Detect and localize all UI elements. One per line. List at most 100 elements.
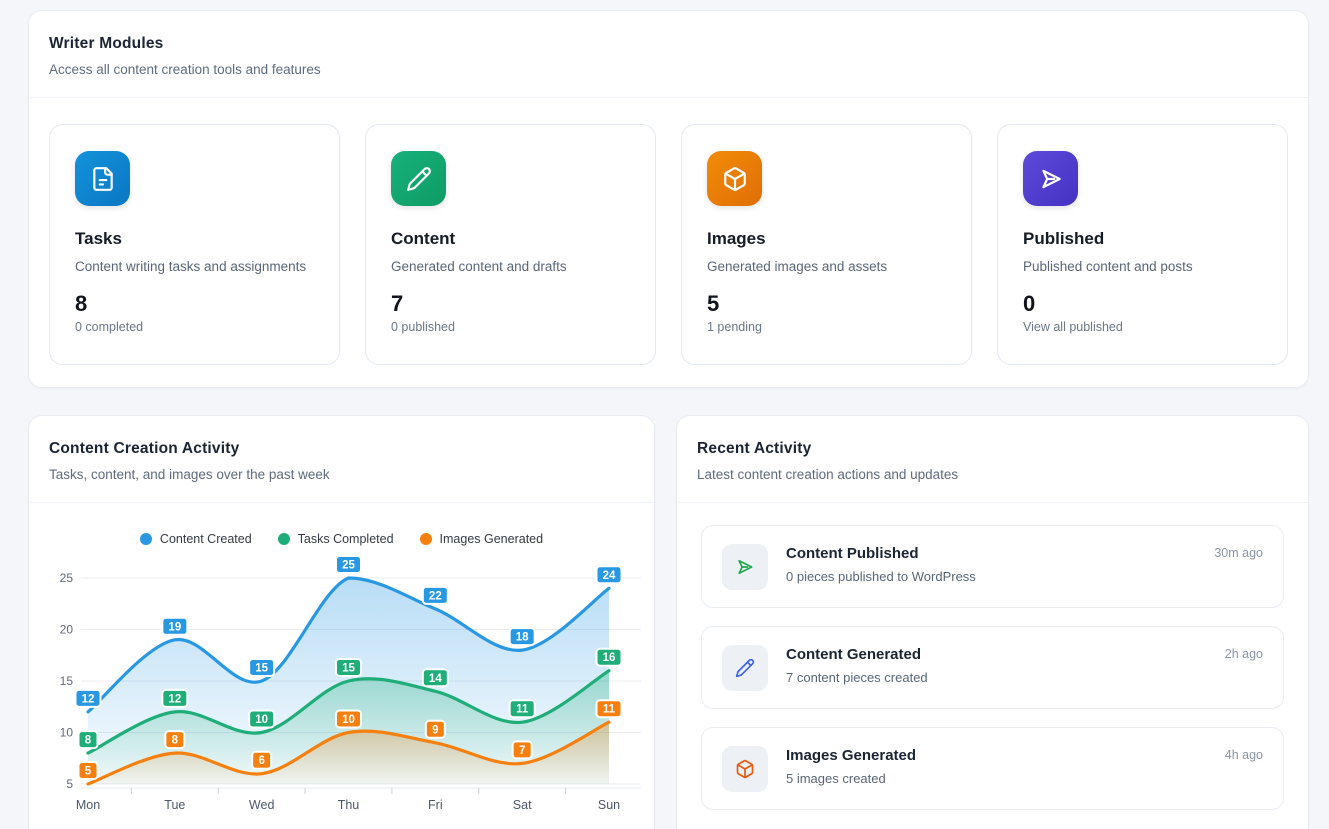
svg-text:9: 9 (432, 724, 438, 736)
svg-text:11: 11 (603, 704, 616, 716)
svg-text:15: 15 (342, 663, 355, 675)
svg-text:7: 7 (519, 745, 525, 757)
svg-text:10: 10 (255, 714, 268, 726)
svg-text:Tue: Tue (164, 798, 185, 812)
activity-description: 0 pieces published to WordPress (786, 569, 976, 584)
module-card-images[interactable]: Images Generated images and assets 5 1 p… (681, 124, 972, 365)
pencil-icon (722, 645, 768, 691)
module-title: Tasks (75, 229, 122, 248)
legend-dot (139, 533, 152, 545)
svg-text:15: 15 (255, 663, 268, 675)
section-subtitle: Tasks, content, and images over the past… (49, 467, 330, 482)
legend-label: Tasks Completed (297, 532, 394, 546)
activity-item-content-generated[interactable]: Content Generated 7 content pieces creat… (701, 626, 1284, 709)
legend-item[interactable]: Tasks Completed (277, 532, 394, 546)
module-title: Images (707, 229, 766, 248)
svg-text:14: 14 (429, 673, 442, 685)
svg-text:25: 25 (342, 560, 355, 572)
file-text-icon (75, 151, 130, 206)
module-description: Published content and posts (1023, 259, 1193, 274)
activity-body: Content Published 0 pieces published to … (786, 543, 1196, 584)
section-title: Recent Activity (697, 440, 812, 457)
module-title: Published (1023, 229, 1105, 248)
svg-text:Sun: Sun (598, 798, 620, 812)
svg-text:6: 6 (258, 755, 264, 767)
activity-title: Images Generated (786, 747, 917, 764)
svg-text:24: 24 (603, 570, 616, 582)
svg-text:11: 11 (516, 704, 529, 716)
activity-title: Content Generated (786, 646, 922, 663)
recent-activity-header: Recent Activity Latest content creation … (677, 416, 1308, 503)
recent-activity-card: Recent Activity Latest content creation … (676, 415, 1309, 829)
legend-item[interactable]: Content Created (139, 532, 252, 546)
module-sub-label: 0 completed (75, 320, 144, 334)
cube-icon (707, 151, 762, 206)
module-count: 7 (391, 291, 404, 316)
activity-timestamp: 2h ago (1224, 647, 1263, 661)
svg-text:5: 5 (85, 766, 92, 778)
section-title: Writer Modules (49, 35, 164, 52)
svg-text:16: 16 (603, 652, 616, 664)
section-subtitle: Latest content creation actions and upda… (697, 467, 959, 482)
svg-text:Sat: Sat (513, 798, 532, 812)
module-card-content[interactable]: Content Generated content and drafts 7 0… (365, 124, 656, 365)
section-title: Content Creation Activity (49, 440, 240, 457)
svg-text:Mon: Mon (76, 798, 100, 812)
svg-text:15: 15 (60, 674, 74, 688)
module-count: 5 (707, 291, 720, 316)
legend-label: Images Generated (439, 532, 544, 546)
activity-body: Images Generated 5 images created (786, 745, 1207, 786)
activity-line-chart: 5 10 15 20 25 Mon Tue Wed Thu Fri Sat Sun 12 19 15 25 22… (60, 555, 641, 812)
module-count: 8 (75, 291, 88, 316)
svg-text:Thu: Thu (338, 798, 360, 812)
svg-text:22: 22 (429, 590, 442, 602)
svg-text:5: 5 (66, 777, 73, 791)
module-sub-label: View all published (1023, 320, 1123, 334)
activity-timestamp: 30m ago (1214, 546, 1263, 560)
module-sub-label: 0 published (391, 320, 455, 334)
module-description: Content writing tasks and assignments (75, 259, 307, 274)
writer-modules-header: Writer Modules Access all content creati… (29, 11, 1308, 98)
svg-text:8: 8 (172, 735, 179, 747)
module-title: Content (391, 229, 456, 248)
module-sub-label: 1 pending (707, 320, 762, 334)
chart-card-header: Content Creation Activity Tasks, content… (29, 416, 654, 503)
module-description: Generated content and drafts (391, 259, 567, 274)
writer-modules-card: Writer Modules Access all content creati… (28, 10, 1309, 388)
pencil-icon (391, 151, 446, 206)
chart-legend: Content Created Tasks Completed Images Gen… (29, 532, 654, 546)
activity-item-content-published[interactable]: Content Published 0 pieces published to … (701, 525, 1284, 608)
svg-text:25: 25 (60, 571, 74, 585)
activity-timestamp: 4h ago (1224, 748, 1263, 762)
svg-text:Fri: Fri (428, 798, 443, 812)
content-creation-activity-card: Content Creation Activity Tasks, content… (28, 415, 655, 829)
svg-text:10: 10 (342, 714, 355, 726)
send-icon (722, 544, 768, 590)
activity-title: Content Published (786, 545, 919, 562)
svg-text:12: 12 (168, 693, 181, 705)
legend-dot (277, 533, 290, 545)
send-icon (1023, 151, 1078, 206)
module-description: Generated images and assets (707, 259, 888, 274)
svg-text:18: 18 (516, 632, 529, 644)
svg-text:10: 10 (60, 726, 74, 740)
module-card-tasks[interactable]: Tasks Content writing tasks and assignme… (49, 124, 340, 365)
svg-text:Wed: Wed (249, 798, 275, 812)
activity-list: Content Published 0 pieces published to … (677, 503, 1308, 829)
legend-item[interactable]: Images Generated (419, 532, 544, 546)
svg-text:20: 20 (60, 623, 74, 637)
svg-text:8: 8 (85, 735, 92, 747)
activity-item-images-generated[interactable]: Images Generated 5 images created 4h ago (701, 727, 1284, 810)
legend-label: Content Created (159, 532, 252, 546)
section-subtitle: Access all content creation tools and fe… (49, 62, 321, 77)
module-card-published[interactable]: Published Published content and posts 0 … (997, 124, 1288, 365)
cube-icon (722, 746, 768, 792)
activity-body: Content Generated 7 content pieces creat… (786, 644, 1207, 685)
svg-text:19: 19 (168, 621, 181, 633)
legend-dot (419, 533, 432, 545)
module-count: 0 (1023, 291, 1036, 316)
activity-description: 5 images created (786, 771, 886, 786)
modules-row: Tasks Content writing tasks and assignme… (29, 98, 1308, 391)
activity-description: 7 content pieces created (786, 670, 928, 685)
svg-text:12: 12 (82, 693, 95, 705)
